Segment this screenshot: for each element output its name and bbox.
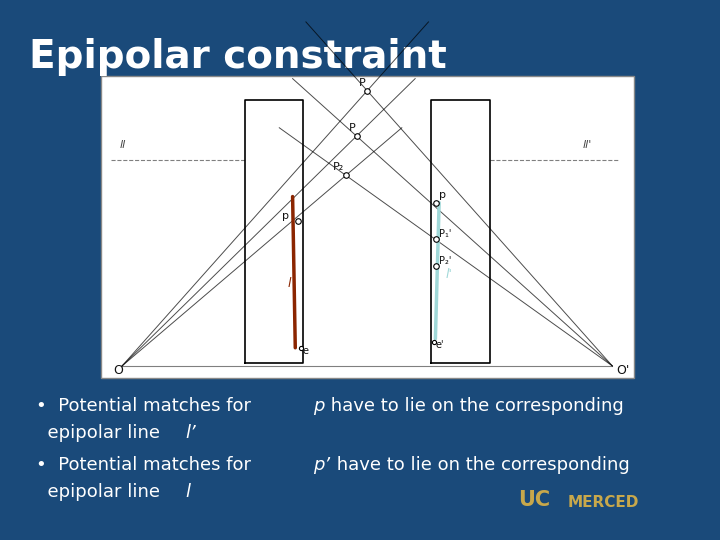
Text: Epipolar constraint: Epipolar constraint (29, 38, 446, 76)
Text: epipolar line: epipolar line (36, 483, 166, 501)
Text: p: p (282, 211, 289, 221)
Text: l: l (287, 277, 291, 291)
Text: e: e (302, 346, 309, 356)
Text: UC: UC (518, 490, 551, 510)
Text: p: p (439, 190, 446, 200)
FancyBboxPatch shape (101, 76, 634, 378)
Text: P: P (359, 78, 366, 87)
Text: l’: l’ (186, 424, 197, 442)
Text: O: O (114, 364, 123, 377)
Text: l: l (186, 483, 191, 501)
Text: P₁': P₁' (439, 229, 451, 239)
Text: e': e' (436, 340, 444, 350)
Text: •  Potential matches for: • Potential matches for (36, 397, 257, 415)
Text: O': O' (616, 364, 629, 377)
Text: MERCED: MERCED (567, 495, 639, 510)
Text: p’: p’ (313, 456, 330, 474)
Text: P₂: P₂ (333, 163, 344, 172)
Text: p: p (313, 397, 325, 415)
Text: P₂': P₂' (439, 256, 451, 266)
Text: •  Potential matches for: • Potential matches for (36, 456, 257, 474)
Text: P: P (348, 123, 355, 133)
Text: ll': ll' (583, 140, 593, 150)
Text: have to lie on the corresponding: have to lie on the corresponding (325, 397, 624, 415)
Text: l': l' (446, 268, 453, 281)
Text: epipolar line: epipolar line (36, 424, 166, 442)
Text: ll: ll (120, 140, 126, 150)
Text: have to lie on the corresponding: have to lie on the corresponding (331, 456, 630, 474)
